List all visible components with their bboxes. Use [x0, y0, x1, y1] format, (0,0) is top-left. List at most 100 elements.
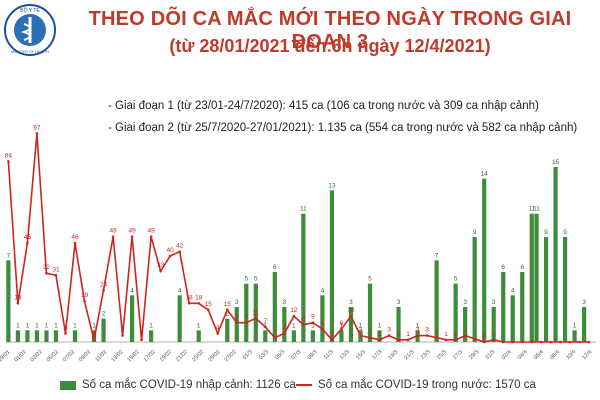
line-label-9: 1	[92, 331, 96, 338]
line-label-0: 84	[5, 152, 13, 159]
line-point-54	[530, 340, 534, 344]
bar-label-42: 11	[533, 206, 540, 213]
bar-imported-14	[234, 307, 239, 342]
bar-label-30: 3	[397, 299, 401, 306]
bar-imported-40	[520, 272, 525, 342]
line-point-20	[197, 302, 201, 305]
line-point-48	[463, 334, 467, 337]
legend-label-domestic: Số ca mắc COVID-19 trong nước: 1570 ca	[318, 379, 536, 391]
bar-label-15: 5	[244, 276, 248, 283]
line-point-35	[340, 327, 343, 331]
bar-label-12: 1	[197, 322, 201, 329]
bar-imported-47	[582, 307, 587, 342]
line-label-21: 15	[205, 301, 213, 308]
bar-label-25: 1	[340, 322, 344, 329]
x-tick-label-15: 01/3	[242, 349, 254, 361]
x-tick-label-6: 11/02	[95, 349, 109, 363]
line-label-13: 49	[128, 228, 136, 235]
bar-label-9: 4	[130, 287, 134, 294]
line-label-10: 24	[100, 281, 108, 288]
x-tick-label-31: 02/4	[501, 349, 513, 361]
line-point-3	[35, 132, 39, 135]
line-point-47	[454, 338, 457, 342]
line-label-2: 46	[24, 234, 32, 241]
line-point-31	[302, 323, 305, 327]
line-point-7	[73, 241, 77, 245]
bar-label-26: 3	[349, 299, 353, 306]
bar-label-29: 1	[378, 322, 382, 329]
line-label-38: 2	[368, 329, 372, 336]
x-tick-label-34: 08/4	[549, 349, 561, 361]
x-tick-label-0: 29/01	[0, 349, 11, 363]
bar-imported-18	[272, 272, 277, 342]
line-label-48: 3	[463, 327, 467, 334]
line-point-42	[406, 338, 410, 342]
bar-label-40: 6	[520, 264, 524, 271]
x-tick-label-4: 07/02	[62, 349, 76, 363]
line-label-37: 3	[359, 327, 363, 334]
x-tick-label-3: 05/02	[46, 349, 60, 363]
line-point-57	[559, 340, 562, 344]
x-tick-label-17: 05/3	[274, 349, 286, 361]
x-tick-label-20: 11/3	[323, 349, 335, 361]
bar-label-32: 7	[435, 252, 439, 259]
x-tick-label-22: 15/3	[355, 349, 367, 361]
line-point-38	[368, 336, 372, 339]
bar-label-33: 5	[454, 276, 458, 283]
bar-imported-8	[101, 318, 106, 342]
x-tick-label-21: 13/3	[339, 349, 351, 361]
line-point-40	[387, 334, 391, 337]
x-tick-label-33: 06/4	[533, 349, 545, 361]
line-point-13	[130, 235, 134, 238]
bar-label-38: 6	[501, 264, 505, 271]
bar-label-46: 1	[573, 322, 577, 329]
line-point-26	[254, 317, 258, 320]
line-point-43	[416, 334, 419, 337]
line-point-36	[349, 314, 353, 318]
x-tick-label-27: 25/3	[436, 349, 448, 361]
line-label-36: 12	[347, 307, 355, 314]
bar-label-16: 5	[254, 276, 258, 283]
x-tick-label-10: 19/02	[159, 349, 173, 363]
legend-item-imported: Số ca mắc COVID-19 nhập cảnh: 1126 ca	[60, 377, 296, 393]
bar-imported-32	[434, 260, 439, 342]
line-point-51	[501, 340, 505, 344]
line-label-43: 3	[416, 327, 420, 334]
bar-imported-39	[510, 295, 515, 342]
chart-subtitle: (từ 28/01/2021 đến 6h ngày 12/4/2021)	[169, 36, 491, 56]
chart-title: THEO DÕI CA MẮC MỚI THEO NGÀY TRONG GIAI…	[88, 8, 572, 53]
line-point-45	[435, 336, 438, 339]
bar-imported-35	[472, 237, 477, 342]
line-point-60	[587, 340, 591, 344]
bar-label-11: 4	[178, 287, 182, 294]
logo-text-top: BỘ Y TẾ	[20, 7, 40, 14]
legend-swatch-bars	[60, 380, 76, 390]
bar-imported-0	[6, 260, 11, 342]
line-label-1: 18	[14, 294, 22, 301]
line-point-56	[549, 340, 553, 344]
x-tick-label-16: 03/3	[258, 349, 270, 361]
line-label-3: 97	[33, 124, 41, 131]
line-label-26: 11	[252, 309, 259, 316]
x-tick-label-26: 23/3	[420, 349, 432, 361]
x-tick-label-7: 13/02	[110, 349, 124, 363]
chart-area: 7111111124141235516311114131315131753914…	[0, 124, 596, 363]
bar-imported-17	[263, 330, 268, 342]
bar-imported-21	[301, 213, 306, 342]
line-point-23	[225, 308, 229, 312]
bar-label-24: 13	[328, 182, 336, 189]
bar-imported-26	[348, 307, 354, 342]
line-label-45: 2	[435, 329, 439, 336]
bar-label-27: 1	[359, 322, 363, 329]
bar-label-21: 11	[300, 206, 307, 213]
x-tick-label-19: 09/3	[307, 349, 319, 361]
line-label-4: 32	[43, 264, 51, 271]
bar-imported-5	[53, 330, 59, 342]
line-label-29: 4	[283, 324, 287, 331]
bar-imported-37	[491, 307, 496, 342]
line-label-16: 33	[157, 262, 165, 269]
bar-label-2: 1	[26, 322, 30, 329]
line-label-25: 9	[244, 314, 248, 321]
line-point-27	[264, 325, 267, 329]
line-label-12: 3	[121, 327, 125, 334]
